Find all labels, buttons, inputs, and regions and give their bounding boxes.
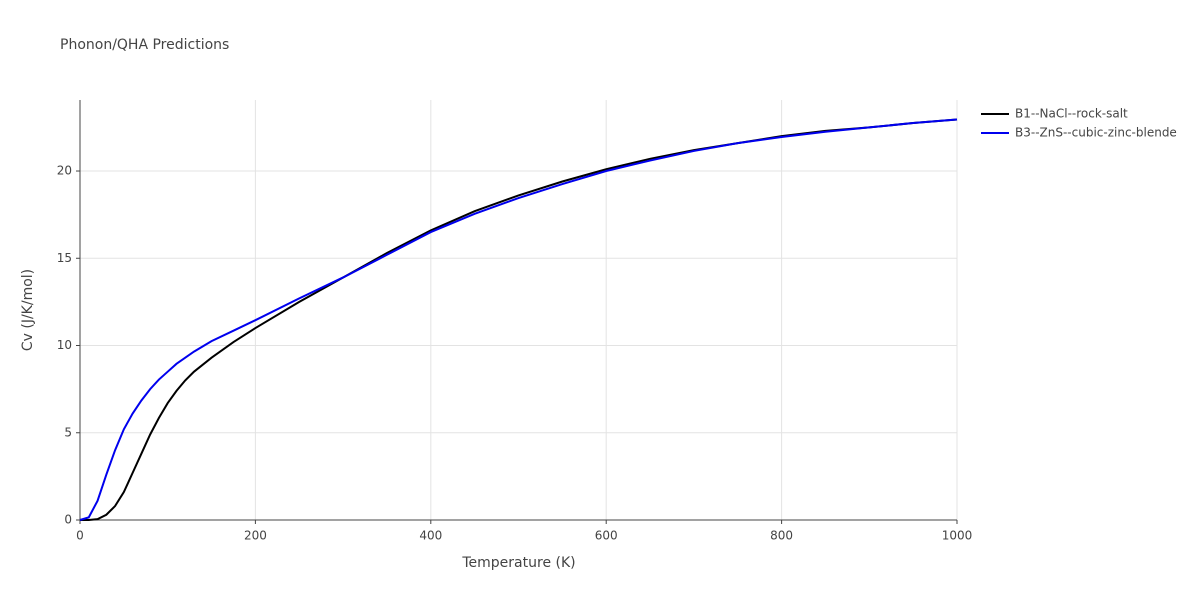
legend-label[interactable]: B3--ZnS--cubic-zinc-blende [1015,126,1177,140]
x-tick-label: 1000 [942,529,973,543]
y-tick-label: 20 [57,164,72,178]
y-tick-label: 0 [64,513,72,527]
y-tick-label: 5 [64,425,72,439]
series-line [79,118,958,521]
x-tick-label: 400 [419,529,442,543]
y-axis-label: Cv (J/K/mol) [20,269,36,351]
y-tick-label: 15 [57,251,72,265]
legend-label[interactable]: B1--NaCl--rock-salt [1015,107,1128,121]
x-axis-label: Temperature (K) [461,555,575,571]
x-tick-label: 800 [770,529,793,543]
y-tick-label: 10 [57,338,72,352]
chart-title: Phonon/QHA Predictions [60,37,229,53]
x-tick-label: 200 [244,529,267,543]
x-tick-label: 600 [595,529,618,543]
series-line [80,118,958,521]
x-tick-label: 0 [76,529,84,543]
